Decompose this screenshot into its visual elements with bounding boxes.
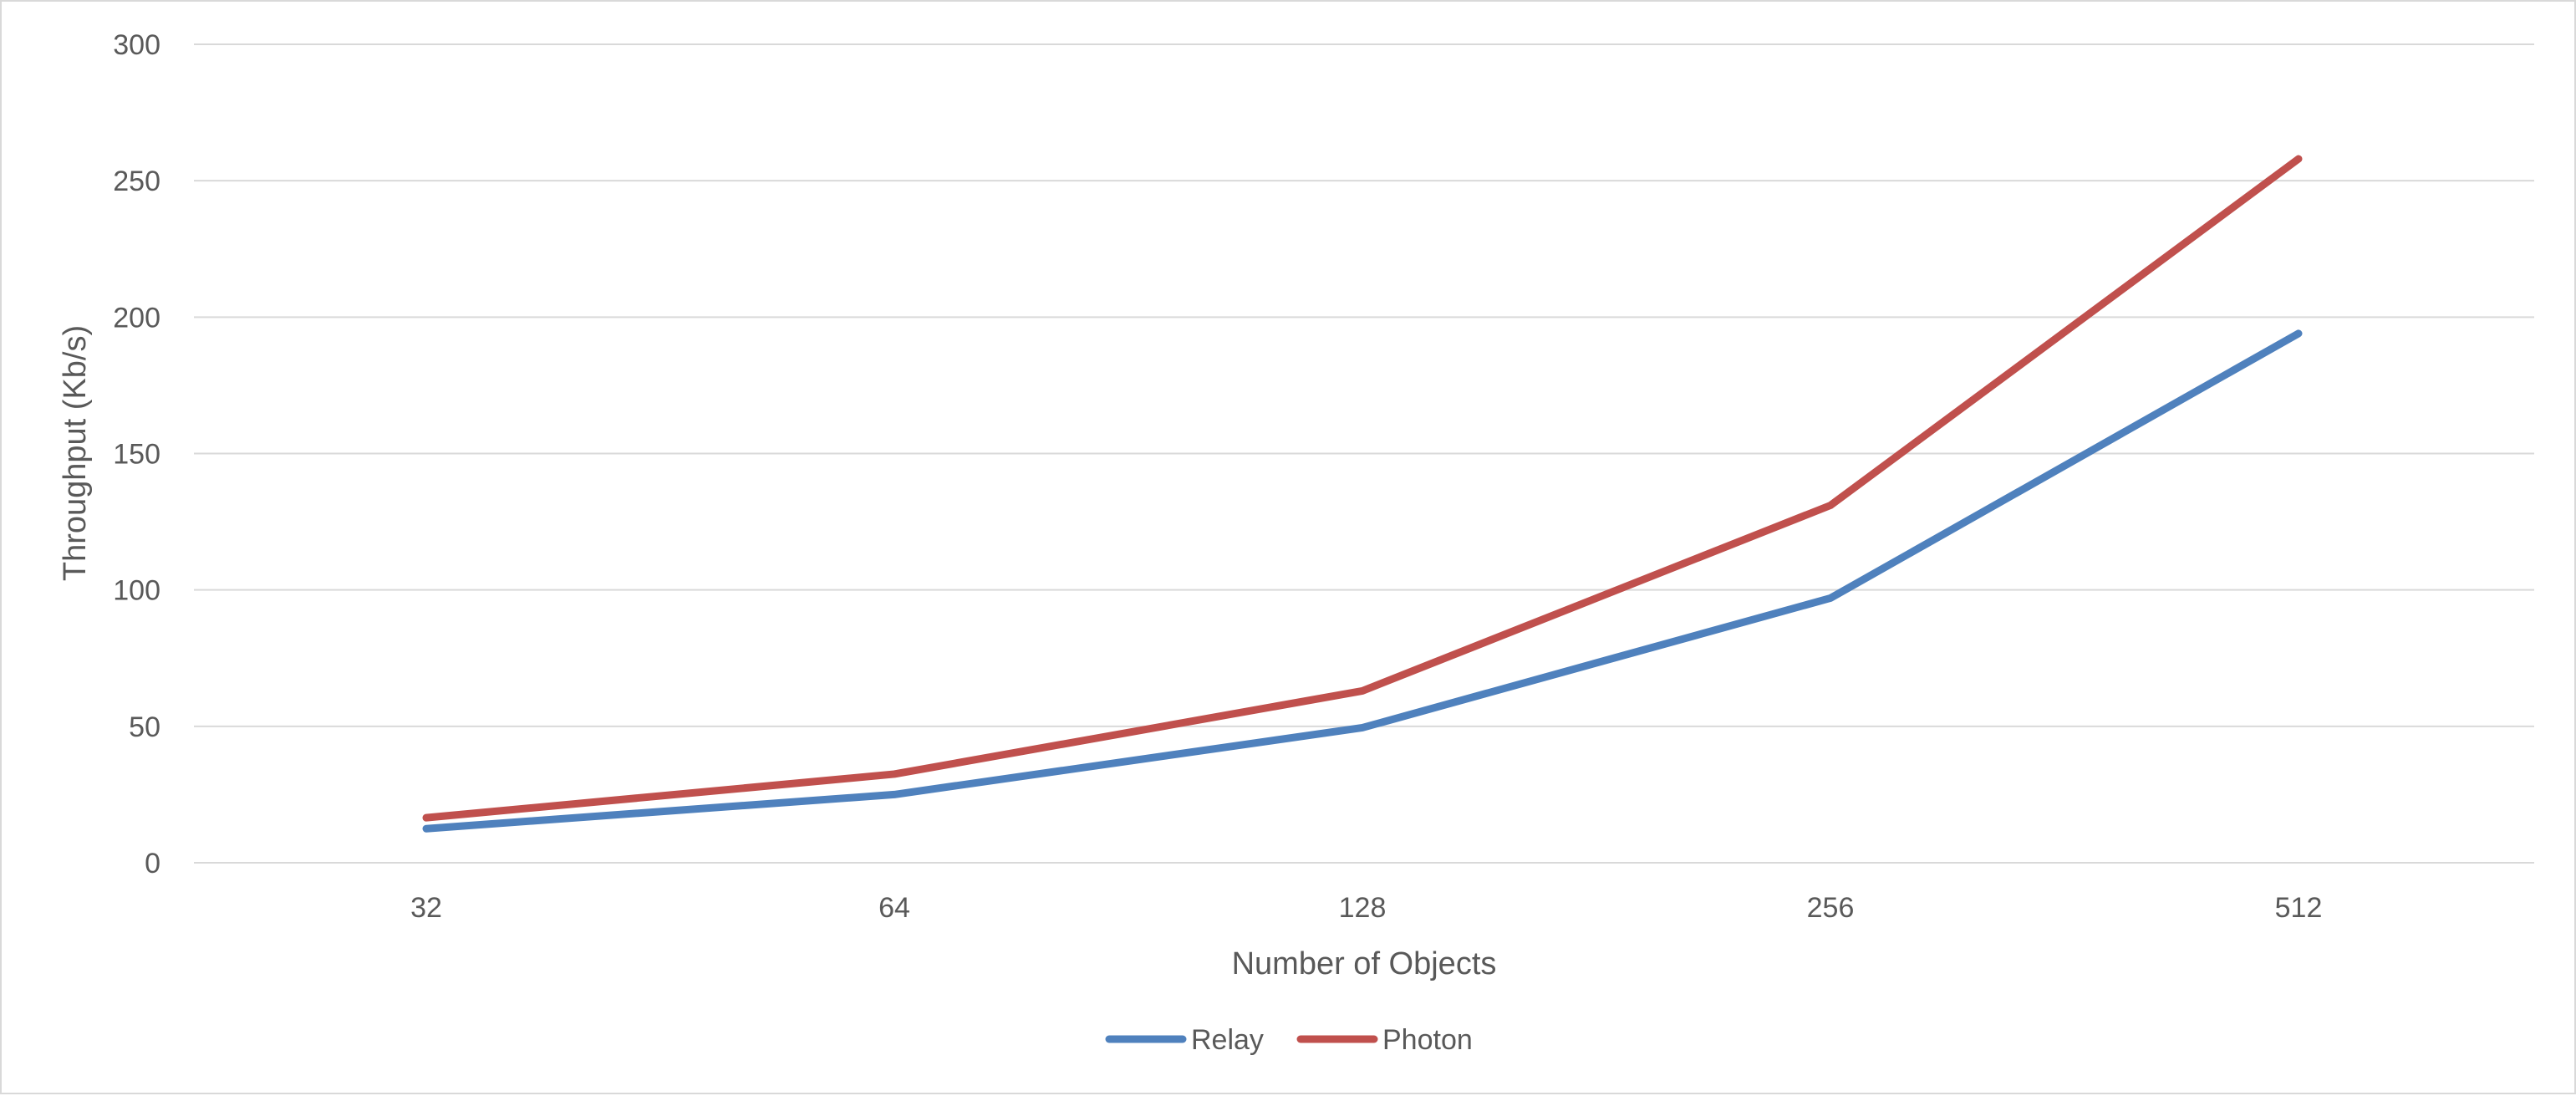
x-tick-label: 128 (1339, 892, 1387, 924)
gridlines (194, 44, 2534, 863)
y-axis-title: Throughput (Kb/s) (58, 325, 93, 581)
y-tick-label: 200 (113, 302, 160, 334)
x-axis-title: Number of Objects (1232, 946, 1497, 981)
y-tick-label: 0 (145, 848, 160, 879)
y-tick-label: 300 (113, 29, 160, 61)
y-axis-ticks: 0 50 100 150 200 250 300 (113, 29, 160, 879)
x-tick-label: 512 (2275, 892, 2323, 924)
series-line-relay (426, 334, 2299, 828)
y-tick-label: 150 (113, 439, 160, 471)
series-lines (426, 159, 2299, 828)
x-tick-label: 64 (878, 892, 910, 924)
y-tick-label: 100 (113, 575, 160, 607)
x-tick-label: 32 (410, 892, 442, 924)
x-tick-label: 256 (1807, 892, 1855, 924)
legend-label-relay: Relay (1191, 1024, 1264, 1056)
y-tick-label: 250 (113, 166, 160, 197)
legend: Relay Photon (1109, 1024, 1473, 1056)
legend-label-photon: Photon (1382, 1024, 1473, 1056)
x-axis-ticks: 32 64 128 256 512 (410, 892, 2322, 924)
y-tick-label: 50 (129, 711, 160, 743)
